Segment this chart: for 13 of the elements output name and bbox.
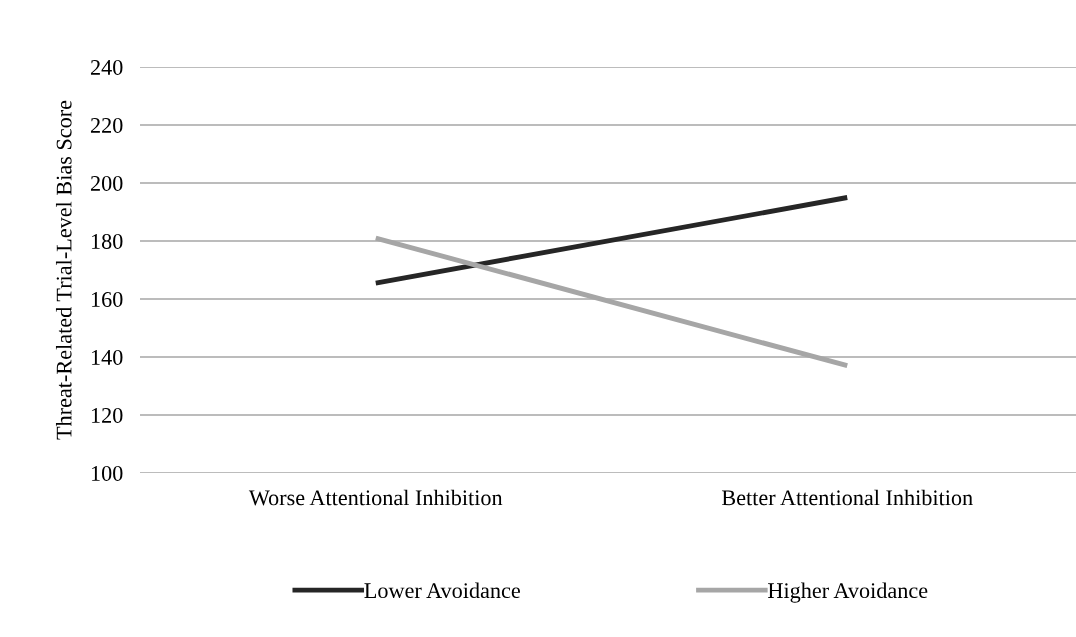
y-tick-label: 100: [91, 465, 123, 481]
y-tick-label: 180: [91, 233, 123, 249]
y-tick-label: 160: [91, 291, 123, 307]
legend-label: Higher Avoidance: [768, 582, 928, 603]
y-tick-label: 220: [90, 117, 123, 133]
y-tick-label: 120: [91, 407, 123, 423]
y-tick-label: 200: [90, 175, 123, 191]
y-tick-label: 140: [91, 349, 123, 365]
legend-label: Lower Avoidance: [364, 582, 520, 599]
x-tick-label: Better Attentional Inhibition: [721, 489, 973, 506]
y-axis-title: Threat-Related Trial-Level Bias Score: [55, 100, 72, 440]
y-tick-label: 240: [90, 59, 123, 75]
x-tick-label: Worse Attentional Inhibition: [248, 489, 503, 506]
